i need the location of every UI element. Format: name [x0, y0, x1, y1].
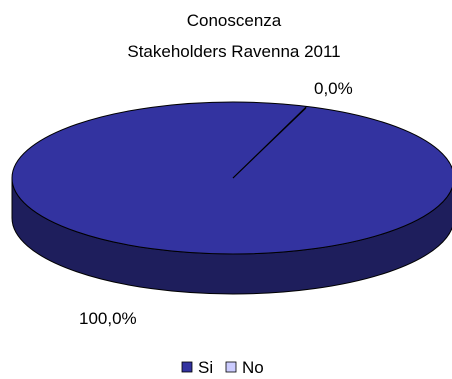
data-label-no: 0,0%: [314, 79, 353, 98]
legend-swatch-no: [225, 361, 237, 373]
chart-title-line-2: Stakeholders Ravenna 2011: [127, 42, 340, 61]
legend-label-si: Si: [198, 358, 213, 377]
chart-title-line-1: Conoscenza: [187, 11, 282, 30]
data-label-si: 100,0%: [79, 309, 137, 328]
legend: Si No: [181, 358, 264, 377]
legend-swatch-si: [181, 361, 193, 373]
leader-line-no: [232, 107, 307, 179]
pie-slice-si: [11, 101, 452, 255]
legend-label-no: No: [242, 358, 264, 377]
pie-slices: [11, 101, 452, 295]
